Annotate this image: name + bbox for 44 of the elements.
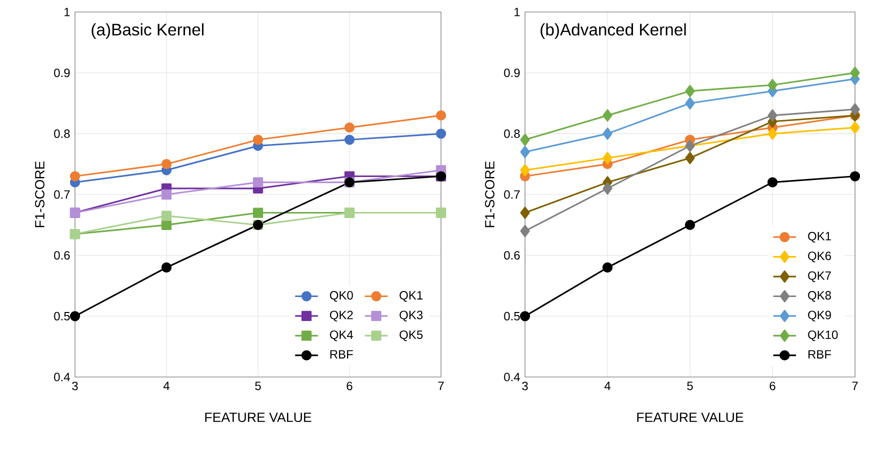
- legend-label: QK0: [330, 291, 353, 302]
- x-axis-title: FEATURE VALUE: [205, 412, 312, 422]
- text: (b)Advanced Kernel: [540, 23, 686, 39]
- y-tick-label: 0.7: [504, 190, 520, 199]
- legend-label: RBF: [808, 350, 832, 358]
- x-tick-label: 4: [604, 382, 610, 390]
- x-tick-label: 6: [770, 382, 776, 390]
- legend-label: QK4: [330, 330, 354, 342]
- x-tick-label: 5: [255, 382, 261, 390]
- legend-label: QK6: [808, 252, 831, 262]
- legend-label: QK1: [808, 232, 831, 243]
- legend-label: QK2: [330, 310, 353, 322]
- text: (a)Basic Kernel: [92, 23, 204, 39]
- y-tick-label: 0.6: [504, 251, 520, 260]
- legend-label: RBF: [330, 350, 353, 358]
- legend-label: QK9: [808, 310, 831, 322]
- legend-label: QK7: [808, 271, 831, 282]
- y-tick-label: 0.5: [54, 312, 70, 320]
- legend-label: QK1: [400, 291, 423, 302]
- y-tick-label: 0.8: [504, 129, 520, 138]
- x-tick-label: 6: [346, 382, 352, 390]
- y-tick-label: 0.6: [54, 251, 70, 260]
- x-tick-label: 3: [72, 382, 78, 390]
- y-tick-label: 0.7: [54, 190, 70, 199]
- y-tick-label: 0.8: [54, 129, 70, 138]
- legend-label: QK3: [400, 310, 423, 322]
- x-axis-title: FEATURE VALUE: [637, 412, 744, 422]
- y-axis-title: F1-SCORE: [35, 161, 44, 228]
- y-axis-title: F1-SCORE: [485, 161, 494, 228]
- x-tick-label: 7: [438, 382, 444, 390]
- x-tick-label: 7: [852, 382, 858, 390]
- legend-label: QK10: [808, 330, 838, 342]
- y-tick-label: 1: [514, 8, 520, 16]
- y-tick-label: 0.4: [504, 372, 520, 382]
- y-tick-label: 0.9: [504, 68, 520, 78]
- y-tick-label: 0.4: [54, 372, 70, 382]
- legend-label: QK8: [808, 291, 831, 302]
- y-tick-label: 0.9: [54, 68, 70, 78]
- x-tick-label: 3: [522, 382, 528, 390]
- y-tick-label: 0.5: [504, 312, 520, 320]
- x-tick-label: 4: [163, 382, 170, 390]
- x-tick-label: 5: [687, 382, 693, 390]
- legend-label: QK5: [400, 330, 423, 342]
- y-tick-label: 1: [64, 8, 70, 16]
